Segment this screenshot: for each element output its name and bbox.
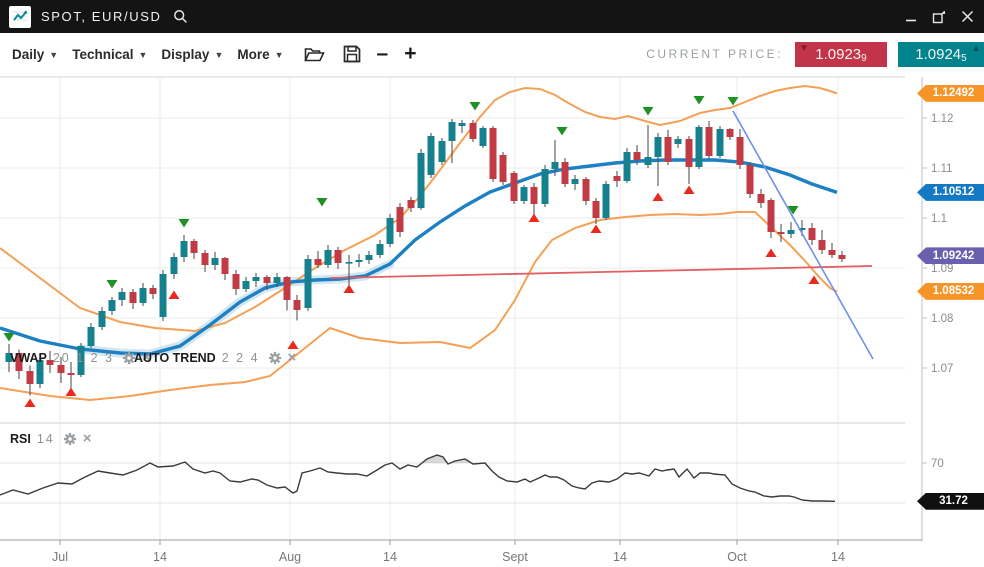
rsi-remove-icon[interactable]: × (82, 430, 92, 447)
svg-text:1.11: 1.11 (931, 163, 953, 175)
price-badge-1.12492: 1.12492 (917, 84, 984, 102)
auto-trend-indicator-row: AUTO TREND 2 2 4 × (134, 349, 297, 366)
open-folder-icon[interactable] (303, 46, 325, 63)
current-price-panel: CURRENT PRICE: ▼ 1.0923 9 1.0924 5 ▲ (646, 33, 984, 75)
rsi-value-badge: 31.72 (917, 492, 984, 510)
menu-group: Daily ▼ Technical ▼ Display ▼ More ▼ (0, 47, 284, 62)
vwap-remove-icon[interactable]: × (142, 349, 151, 366)
minimize-button[interactable] (902, 8, 920, 26)
svg-text:1.07: 1.07 (931, 363, 953, 375)
auto-trend-indicator-label: AUTO TREND (134, 351, 216, 365)
menu-daily[interactable]: Daily ▼ (12, 46, 59, 62)
svg-text:70: 70 (931, 458, 944, 470)
price-badge-1.10512: 1.10512 (917, 183, 984, 201)
svg-text:14: 14 (383, 550, 397, 564)
menu-display[interactable]: Display ▼ (161, 46, 224, 62)
svg-text:14: 14 (153, 550, 167, 564)
ask-price-badge: 1.0924 5 ▲ (898, 41, 984, 67)
vwap-settings-gear-icon[interactable] (122, 351, 136, 365)
svg-text:14: 14 (831, 550, 845, 564)
current-price-label: CURRENT PRICE: (646, 47, 783, 61)
menu-more[interactable]: More ▼ (237, 46, 284, 62)
title-bar: SPOT, EUR/USD (0, 0, 984, 33)
svg-text:1.1: 1.1 (931, 213, 947, 225)
svg-text:Jul: Jul (52, 550, 68, 564)
chevron-down-icon: ▼ (214, 50, 224, 60)
vwap-indicator-row: VWAP 20 1 2 3 × (10, 349, 151, 366)
price-badge-1.09242: 1.09242 (917, 247, 984, 265)
auto-trend-indicator-params: 2 2 4 (221, 351, 260, 365)
price-badge-1.08532: 1.08532 (917, 282, 984, 300)
app-logo-icon (9, 5, 31, 28)
rsi-indicator-row: RSI 14 × (10, 430, 92, 447)
auto-trend-remove-icon[interactable]: × (287, 349, 297, 366)
chevron-down-icon: ▼ (49, 50, 59, 60)
popout-button[interactable] (930, 8, 948, 26)
svg-text:14: 14 (613, 550, 627, 564)
bid-price-value: 1.0923 (815, 45, 862, 63)
svg-text:1.08: 1.08 (931, 313, 953, 325)
svg-text:Aug: Aug (279, 550, 301, 564)
zoom-in-button[interactable]: + (404, 42, 417, 65)
rsi-indicator-label: RSI (10, 432, 31, 446)
rsi-settings-gear-icon[interactable] (63, 432, 77, 446)
zoom-out-button[interactable]: – (376, 42, 389, 65)
chevron-down-icon: ▼ (274, 50, 284, 60)
save-icon[interactable] (343, 45, 361, 63)
vwap-indicator-params: 20 1 2 3 (52, 351, 114, 365)
price-down-arrow-icon: ▼ (799, 42, 809, 54)
window-controls (902, 0, 976, 33)
bid-price-badge: ▼ 1.0923 9 (795, 41, 887, 67)
vwap-indicator-label: VWAP (10, 351, 47, 365)
close-icon[interactable] (958, 8, 976, 26)
auto-trend-settings-gear-icon[interactable] (268, 351, 282, 365)
svg-text:Sept: Sept (502, 550, 528, 564)
rsi-indicator-params: 14 (36, 432, 55, 446)
toolbar: Daily ▼ Technical ▼ Display ▼ More ▼ – + CURREN… (0, 33, 984, 75)
price-up-arrow-icon: ▲ (971, 42, 981, 54)
price-chart-canvas[interactable]: Jul 14 Aug 14 Sept 14 Oct 14 1.12 1.11 1.1 1.09 1.08… (0, 75, 984, 567)
svg-text:1.12: 1.12 (931, 113, 953, 125)
chevron-down-icon: ▼ (138, 50, 148, 60)
svg-text:Oct: Oct (727, 550, 747, 564)
search-icon[interactable] (173, 9, 188, 24)
ask-price-value: 1.0924 (915, 45, 962, 63)
window-title: SPOT, EUR/USD (41, 9, 162, 24)
menu-technical[interactable]: Technical ▼ (72, 46, 148, 62)
svg-text:1.09: 1.09 (931, 263, 953, 275)
